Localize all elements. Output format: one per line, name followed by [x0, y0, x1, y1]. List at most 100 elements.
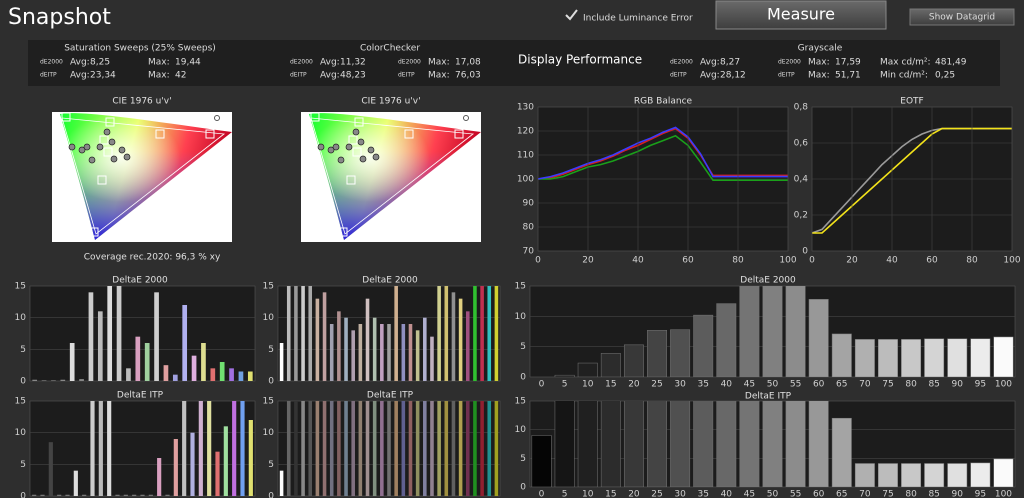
bar: [487, 401, 492, 496]
chart-marks: [279, 286, 499, 381]
bar: [40, 494, 45, 496]
bar: [173, 439, 178, 496]
bar: [301, 286, 305, 381]
x-tick-label: 55: [790, 490, 801, 498]
series-line: [538, 126, 788, 180]
stat-value: 28,12: [720, 71, 746, 81]
bar: [165, 494, 170, 496]
measured-marker: [110, 155, 118, 163]
datagrid-button[interactable]: [909, 8, 1015, 26]
measured-marker: [332, 143, 340, 151]
bar: [301, 401, 305, 496]
x-tick-label: 20: [628, 490, 640, 498]
bar: [115, 494, 120, 496]
bar: [408, 324, 413, 381]
bar: [148, 494, 153, 496]
bar: [437, 401, 441, 496]
bar: [785, 286, 806, 377]
bar: [337, 311, 341, 381]
y-tick-label: 10: [263, 428, 275, 438]
target-marker: [354, 117, 364, 127]
bar: [430, 401, 434, 496]
bar: [854, 339, 875, 377]
measure-button[interactable]: [715, 0, 887, 30]
bar: [423, 317, 427, 381]
bar: [32, 494, 37, 496]
measured-marker: [88, 156, 96, 164]
bar: [344, 317, 348, 381]
bar: [157, 458, 162, 496]
y-tick-label: 10: [515, 312, 527, 322]
measured-marker: [337, 156, 345, 164]
y-tick-label: 0,2: [794, 211, 808, 221]
x-tick-label: 0: [539, 490, 545, 498]
chart-marks: [32, 401, 253, 496]
y-tick-label: 90: [523, 199, 535, 209]
measured-marker: [352, 128, 360, 136]
y-tick-label: 0: [520, 483, 526, 493]
bar: [693, 314, 714, 377]
bar: [294, 286, 298, 381]
bar: [365, 401, 370, 496]
x-tick-label: 25: [651, 490, 662, 498]
bar: [387, 401, 391, 496]
stat-value: 17,59: [835, 58, 861, 68]
cie-title: CIE 1976 u'v': [361, 97, 420, 107]
x-tick-label: 40: [721, 490, 733, 498]
bar: [473, 286, 477, 381]
x-tick-label: 0: [535, 256, 541, 266]
x-tick-label: 70: [859, 490, 871, 498]
checkbox[interactable]: [565, 9, 578, 21]
x-tick-label: 40: [632, 256, 644, 266]
bar: [41, 380, 47, 381]
metric-label: dE2000: [778, 59, 801, 66]
bar: [924, 338, 945, 377]
bar: [248, 420, 253, 496]
y-tick-label: 0: [802, 247, 808, 257]
x-tick-label: 60: [813, 380, 825, 390]
stat-label: Avg:: [700, 71, 720, 81]
bar: [315, 401, 320, 496]
x-tick-label: 80: [966, 256, 978, 266]
y-tick-label: 15: [15, 397, 26, 407]
bar: [577, 362, 598, 377]
bar: [401, 401, 406, 496]
bar: [415, 330, 420, 381]
bar: [219, 362, 225, 381]
bar: [451, 292, 456, 381]
x-tick-label: 100: [995, 380, 1012, 390]
datagrid-button-label[interactable]: Show Datagrid: [929, 13, 995, 23]
bar: [279, 343, 284, 381]
stat-value: 481,49: [935, 58, 967, 68]
bar: [762, 401, 783, 487]
y-tick-label: 5: [520, 342, 526, 352]
x-tick-label: 95: [975, 380, 986, 390]
bar: [785, 401, 806, 487]
bar: [126, 368, 131, 381]
x-tick-label: 80: [905, 490, 917, 498]
bar: [315, 298, 320, 381]
bar: [600, 353, 621, 377]
bar: [901, 463, 922, 487]
x-tick-label: 5: [562, 380, 568, 390]
bar: [107, 401, 112, 496]
measure-button-label[interactable]: Measure: [767, 5, 835, 24]
stat-label: Max:: [428, 58, 450, 68]
y-tick-label: 0: [20, 492, 26, 498]
stat-label: Max:: [428, 71, 450, 81]
chart-title: DeltaE 2000: [740, 276, 796, 286]
target-marker: [404, 129, 414, 139]
stat-value: 76,03: [455, 71, 481, 81]
target-marker: [346, 175, 356, 185]
bar: [207, 401, 212, 496]
bar: [387, 324, 391, 381]
coverage-label: Coverage rec.2020: 96,3 % xy: [84, 253, 221, 263]
stat-label: Avg:: [70, 58, 90, 68]
checkbox-label[interactable]: Include Luminance Error: [583, 14, 693, 24]
stat-label: Avg:: [320, 71, 340, 81]
bar: [623, 401, 644, 487]
bar: [229, 368, 234, 381]
chart-title: EOTF: [900, 97, 923, 107]
bar: [279, 470, 284, 496]
